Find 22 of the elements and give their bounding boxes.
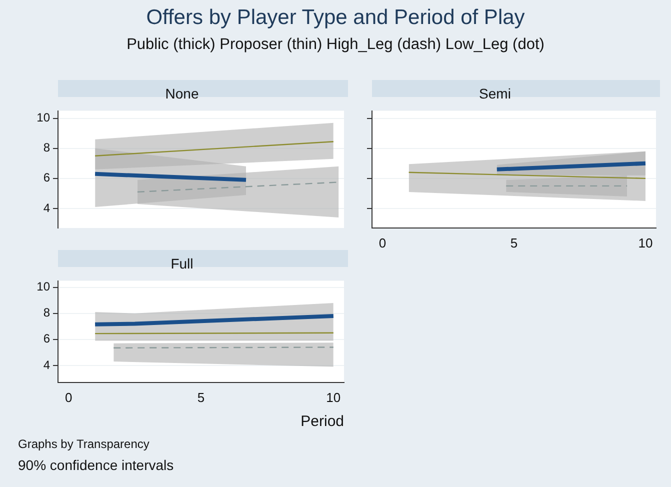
- text: Full: [170, 255, 194, 272]
- y-tick-label: 10: [36, 110, 50, 125]
- x-tick-label: 5: [510, 235, 518, 250]
- y-tick-label: 4: [43, 200, 50, 215]
- text: Graphs by Transparency: [18, 437, 150, 451]
- x-tick-label: 10: [638, 235, 653, 250]
- chart-title: Offers by Player Type and Period of Play: [145, 6, 526, 30]
- text: Semi: [479, 85, 511, 102]
- y-tick-label: 10: [36, 280, 50, 294]
- text: 90% confidence intervals: [18, 457, 174, 473]
- x-tick-label: 5: [197, 390, 205, 405]
- text: None: [165, 85, 199, 102]
- x-tick-label: 0: [64, 390, 72, 405]
- chart-subtitle: Public (thick) Proposer (thin) High_Leg (dash) Low_Leg (dot): [126, 36, 546, 54]
- x-tick-label: 10: [326, 390, 341, 405]
- x-tick-label: 0: [378, 235, 386, 250]
- x-axis-title: Period: [300, 413, 344, 430]
- y-tick-label: 8: [43, 306, 50, 320]
- y-tick-label: 4: [43, 358, 50, 372]
- y-tick-label: 6: [43, 332, 50, 346]
- y-tick-label: 8: [43, 140, 50, 155]
- y-tick-label: 6: [43, 170, 50, 185]
